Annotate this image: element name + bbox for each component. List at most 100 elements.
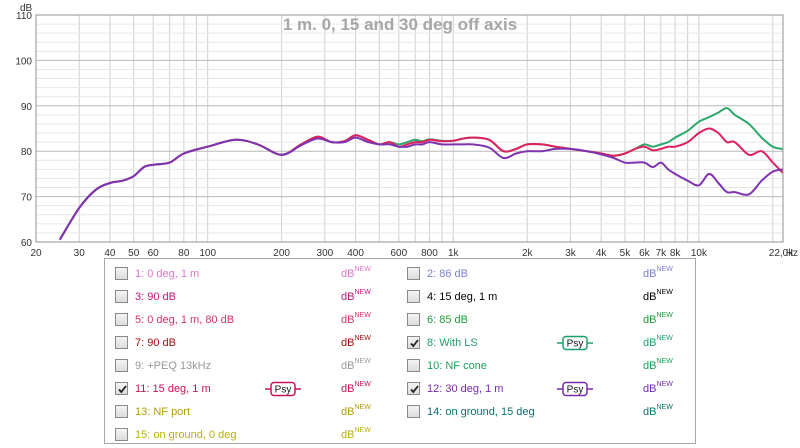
curve-label: 5: 0 deg, 1 m, 80 dB: [135, 314, 235, 326]
curve-visibility-checkbox[interactable]: [115, 267, 128, 280]
curve-visibility-checkbox[interactable]: [115, 405, 128, 418]
db-offset-button[interactable]: dBNEW: [341, 404, 371, 418]
plot-curves: [58, 107, 783, 241]
db-new-marker: NEW: [354, 335, 371, 342]
curve-label: 9: +PEQ 13kHz: [135, 360, 212, 372]
db-new-marker: NEW: [354, 404, 371, 411]
x-tick-label: 100: [199, 248, 216, 259]
db-new-marker: NEW: [354, 427, 371, 434]
x-axis-unit: Hz: [786, 248, 798, 259]
curve-visibility-checkbox[interactable]: [407, 382, 420, 395]
legend-item: 15: on ground, 0 deg dBNEW: [115, 426, 400, 444]
legend-item: 8: With LS Psy dBNEW: [407, 334, 692, 352]
curve-visibility-checkbox[interactable]: [407, 290, 420, 303]
curve-visibility-checkbox[interactable]: [407, 267, 420, 280]
db-offset-button[interactable]: dBNEW: [643, 381, 673, 395]
curve-visibility-checkbox[interactable]: [115, 359, 128, 372]
db-offset-button[interactable]: dBNEW: [341, 427, 371, 441]
legend-item: 13: NF port dBNEW: [115, 403, 400, 421]
curve-label: 3: 90 dB: [135, 291, 176, 303]
db-new-marker: NEW: [656, 335, 673, 342]
db-offset-button[interactable]: dBNEW: [643, 266, 673, 280]
db-offset-button[interactable]: dBNEW: [643, 404, 673, 418]
legend-item: 11: 15 deg, 1 m Psy dBNEW: [115, 380, 400, 398]
curve-visibility-checkbox[interactable]: [407, 313, 420, 326]
plot-background: [0, 0, 800, 260]
y-tick-label: 90: [21, 102, 33, 113]
x-tick-label: 60: [148, 248, 160, 259]
curve-visibility-checkbox[interactable]: [407, 336, 420, 349]
plot-frame: [35, 14, 784, 243]
legend-item: 6: 85 dB dBNEW: [407, 311, 692, 329]
checkmark-icon: [410, 385, 419, 394]
db-offset-button[interactable]: dBNEW: [341, 266, 371, 280]
y-tick-labels: 60 70 80 90 100 110: [15, 11, 32, 249]
checkmark-icon: [118, 385, 127, 394]
y-tick-label: 60: [21, 238, 33, 249]
x-tick-label: 4k: [596, 248, 608, 259]
x-tick-label: 80: [178, 248, 190, 259]
legend-item: 2: 86 dB dBNEW: [407, 265, 692, 283]
x-tick-label: 300: [317, 248, 334, 259]
x-tick-label: 20: [30, 248, 42, 259]
curve-label: 14: on ground, 15 deg: [427, 406, 535, 418]
curve-visibility-checkbox[interactable]: [115, 428, 128, 441]
x-tick-labels: 20 30 40 50 60 80 100 200 300 400 600 800 1k 2k 3k 4k 5k…: [30, 248, 794, 259]
db-new-marker: NEW: [656, 312, 673, 319]
psy-smoothing-badge[interactable]: Psy: [265, 381, 301, 397]
db-offset-button[interactable]: dBNEW: [341, 381, 371, 395]
db-offset-button[interactable]: dBNEW: [643, 358, 673, 372]
db-offset-button[interactable]: dBNEW: [643, 335, 673, 349]
series-line: [58, 136, 783, 241]
curve-visibility-checkbox[interactable]: [115, 336, 128, 349]
checkmark-icon: [410, 339, 419, 348]
frequency-response-plot[interactable]: 60 70 80 90 100 110 20 30 40 50 60 80 100 200 300 400 6…: [0, 0, 800, 260]
curve-label: 4: 15 deg, 1 m: [427, 291, 498, 303]
db-offset-button[interactable]: dBNEW: [341, 335, 371, 349]
curve-visibility-checkbox[interactable]: [407, 359, 420, 372]
curve-label: 6: 85 dB: [427, 314, 468, 326]
y-tick-label: 110: [16, 11, 32, 22]
x-tick-label: 8k: [670, 248, 682, 259]
legend-item: 9: +PEQ 13kHz dBNEW: [115, 357, 400, 375]
curve-visibility-checkbox[interactable]: [115, 313, 128, 326]
curve-visibility-checkbox[interactable]: [407, 405, 420, 418]
db-new-marker: NEW: [354, 289, 371, 296]
curve-label: 12: 30 deg, 1 m: [427, 383, 504, 395]
x-tick-label: 22,0k: [769, 248, 794, 259]
db-offset-button[interactable]: dBNEW: [341, 289, 371, 303]
curve-label: 15: on ground, 0 deg: [135, 429, 237, 441]
svg-text:Psy: Psy: [567, 339, 584, 350]
db-offset-button[interactable]: dBNEW: [643, 312, 673, 326]
legend-item: 10: NF cone dBNEW: [407, 357, 692, 375]
y-tick-label: 80: [21, 147, 33, 158]
psy-smoothing-badge[interactable]: Psy: [557, 335, 593, 351]
x-tick-label: 5k: [620, 248, 632, 259]
x-tick-label: 600: [390, 248, 407, 259]
x-tick-label: 30: [74, 248, 86, 259]
plot-grid: [36, 15, 783, 242]
x-tick-label: 1k: [448, 248, 460, 259]
curve-visibility-checkbox[interactable]: [115, 382, 128, 395]
db-offset-button[interactable]: dBNEW: [643, 289, 673, 303]
db-new-marker: NEW: [354, 358, 371, 365]
x-tick-label: 50: [128, 248, 140, 259]
db-new-marker: NEW: [354, 381, 371, 388]
x-tick-label: 6k: [639, 248, 651, 259]
db-offset-button[interactable]: dBNEW: [341, 358, 371, 372]
legend-item: 3: 90 dB dBNEW: [115, 288, 400, 306]
legend-item: 7: 90 dB dBNEW: [115, 334, 400, 352]
db-new-marker: NEW: [656, 266, 673, 273]
db-new-marker: NEW: [354, 312, 371, 319]
db-offset-button[interactable]: dBNEW: [341, 312, 371, 326]
curve-label: 2: 86 dB: [427, 268, 468, 280]
legend-item: 1: 0 deg, 1 m dBNEW: [115, 265, 400, 283]
legend-item: 12: 30 deg, 1 m Psy dBNEW: [407, 380, 692, 398]
db-new-marker: NEW: [656, 358, 673, 365]
db-new-marker: NEW: [354, 266, 371, 273]
psy-smoothing-badge[interactable]: Psy: [557, 381, 593, 397]
curve-visibility-checkbox[interactable]: [115, 290, 128, 303]
db-new-marker: NEW: [656, 404, 673, 411]
y-tick-label: 100: [15, 56, 32, 67]
x-tick-label: 7k: [656, 248, 668, 259]
